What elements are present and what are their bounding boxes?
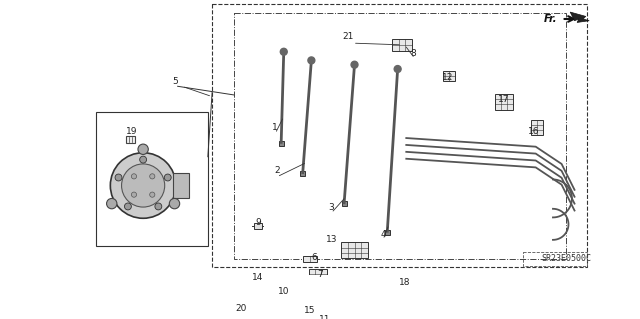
- Bar: [340, 242, 368, 258]
- Bar: [236, 287, 240, 293]
- Bar: [212, 4, 588, 267]
- Polygon shape: [234, 293, 242, 302]
- Bar: [523, 252, 588, 266]
- Bar: [305, 306, 315, 315]
- Text: 18: 18: [399, 278, 410, 287]
- Bar: [311, 313, 329, 319]
- Bar: [278, 141, 284, 146]
- Bar: [342, 201, 347, 206]
- Circle shape: [115, 174, 122, 181]
- Text: 4: 4: [380, 230, 386, 239]
- Bar: [392, 39, 412, 51]
- Text: 1: 1: [272, 123, 278, 132]
- Circle shape: [170, 198, 180, 209]
- Bar: [300, 171, 305, 176]
- Bar: [303, 256, 317, 262]
- Bar: [495, 94, 513, 109]
- Text: 3: 3: [328, 203, 334, 211]
- Bar: [309, 269, 327, 279]
- Circle shape: [164, 174, 171, 181]
- Text: 2: 2: [274, 166, 280, 175]
- Circle shape: [155, 203, 162, 210]
- Bar: [444, 71, 456, 81]
- Text: 16: 16: [528, 127, 540, 136]
- Text: 9: 9: [255, 218, 260, 227]
- Bar: [385, 229, 390, 235]
- Text: 20: 20: [235, 304, 246, 313]
- Text: 15: 15: [304, 306, 316, 315]
- Bar: [280, 289, 291, 298]
- Text: 11: 11: [319, 315, 330, 319]
- Bar: [400, 278, 412, 288]
- Circle shape: [138, 144, 148, 154]
- Text: 17: 17: [498, 95, 509, 104]
- Polygon shape: [570, 12, 589, 22]
- Text: Fr.: Fr.: [543, 14, 557, 24]
- Circle shape: [131, 192, 136, 197]
- Text: 7: 7: [317, 270, 323, 279]
- Circle shape: [351, 61, 358, 68]
- Circle shape: [394, 66, 401, 72]
- Circle shape: [280, 48, 287, 55]
- Text: 10: 10: [278, 287, 289, 296]
- Bar: [236, 302, 240, 315]
- Bar: [126, 136, 134, 143]
- Text: 12: 12: [442, 73, 453, 82]
- Circle shape: [122, 164, 164, 207]
- Bar: [531, 120, 543, 136]
- Circle shape: [124, 203, 131, 210]
- Text: SR23E0500C: SR23E0500C: [541, 254, 591, 263]
- Text: 14: 14: [252, 273, 264, 282]
- Circle shape: [107, 198, 117, 209]
- Bar: [255, 278, 261, 283]
- Circle shape: [110, 153, 176, 218]
- Circle shape: [131, 174, 136, 179]
- Circle shape: [308, 57, 315, 64]
- Text: 5: 5: [172, 78, 178, 86]
- Bar: [95, 112, 208, 246]
- Bar: [173, 173, 189, 198]
- Text: 21: 21: [342, 32, 353, 41]
- Circle shape: [150, 174, 155, 179]
- Text: 13: 13: [326, 235, 337, 244]
- Text: 6: 6: [311, 253, 317, 262]
- Circle shape: [140, 156, 147, 163]
- Bar: [234, 13, 566, 259]
- Bar: [254, 224, 262, 229]
- Text: 8: 8: [410, 49, 416, 58]
- Circle shape: [150, 192, 155, 197]
- Text: 19: 19: [126, 127, 138, 136]
